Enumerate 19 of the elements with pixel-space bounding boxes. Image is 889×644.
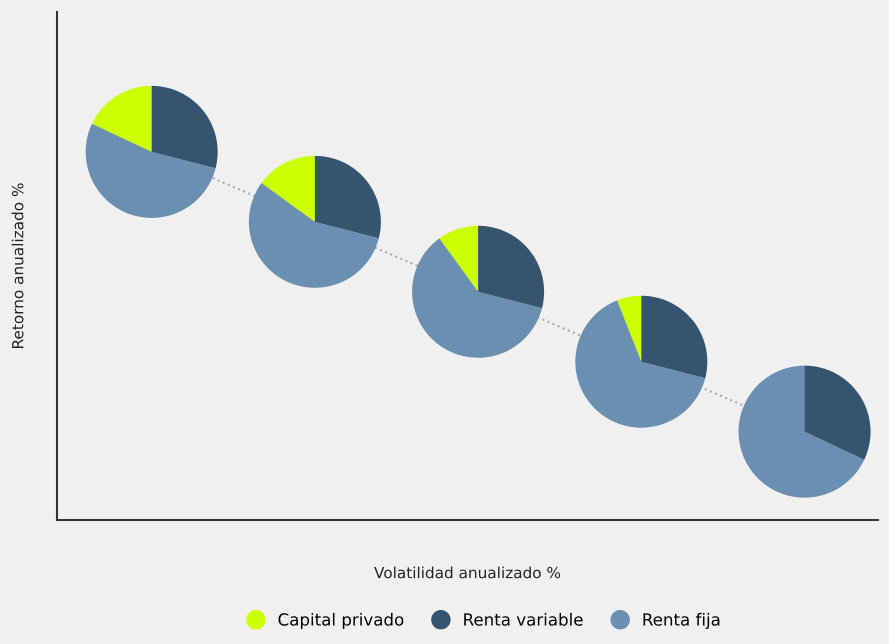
pie-slice — [92, 86, 152, 152]
y-axis-title: Retorno anualizado % — [12, 183, 24, 348]
pie-slice — [314, 156, 381, 238]
pie-slice — [641, 296, 708, 378]
pie-slice — [738, 366, 864, 498]
pie-slice — [478, 226, 544, 308]
pie-slice — [152, 86, 218, 168]
legend-label: Capital privado — [278, 612, 404, 629]
pie-slice — [575, 300, 706, 428]
x-axis-title: Volatilidad anualizado % — [374, 566, 560, 578]
pie-slice — [804, 366, 871, 460]
legend-label: Renta fija — [643, 612, 720, 629]
pie-slice — [261, 156, 315, 222]
pie-slice — [86, 124, 216, 218]
pie-slice — [412, 238, 542, 358]
legend-label: Renta variable — [464, 612, 583, 626]
pie-slice — [617, 296, 642, 362]
pie-slice — [439, 226, 478, 292]
pie-slice — [248, 183, 379, 288]
